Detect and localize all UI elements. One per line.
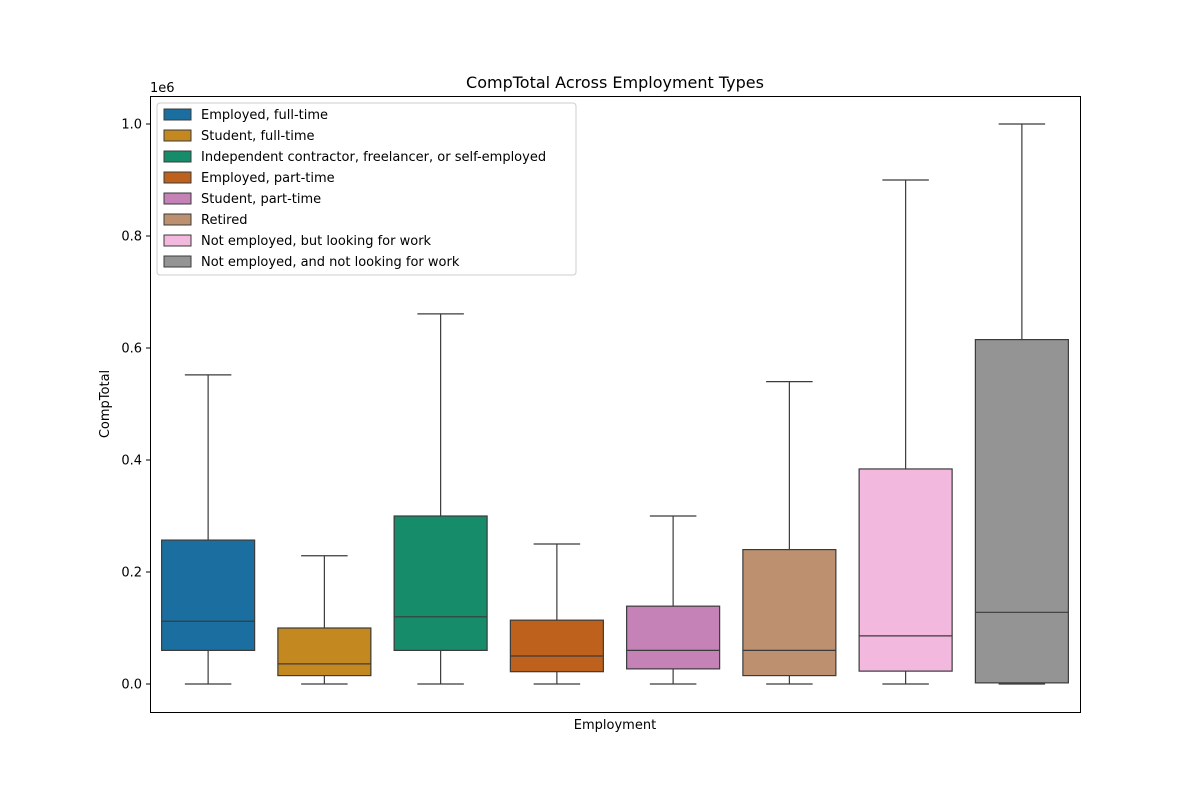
box-plot-series: [161, 123, 1069, 685]
legend-label: Not employed, and not looking for work: [201, 255, 460, 270]
box-2: [277, 555, 372, 685]
legend-label: Employed, full-time: [201, 108, 328, 123]
iqr-box: [626, 605, 721, 670]
legend-label: Student, full-time: [201, 129, 315, 144]
legend-swatch: [163, 234, 192, 247]
box-8: [974, 123, 1069, 685]
iqr-box: [277, 627, 372, 677]
legend-swatch: [163, 108, 192, 121]
chart-title: CompTotal Across Employment Types: [466, 73, 764, 92]
legend-frame: [156, 102, 577, 276]
y-axis-label: CompTotal: [98, 370, 113, 438]
box-3: [393, 313, 488, 685]
y-tick-label: 0.2: [121, 566, 142, 581]
iqr-box: [509, 619, 604, 673]
legend: Employed, full-time Student, full-time Ind…: [156, 102, 577, 276]
box-6: [742, 381, 837, 685]
legend-label: Independent contractor, freelancer, or s…: [201, 150, 546, 165]
iqr-box: [742, 548, 837, 677]
legend-swatch: [163, 255, 192, 268]
box-5: [626, 515, 721, 685]
legend-swatch: [163, 192, 192, 205]
y-tick-label: 0.6: [121, 342, 142, 357]
box-4: [509, 543, 604, 685]
legend-label: Retired: [201, 213, 247, 228]
y-tick-label: 0.8: [121, 230, 142, 245]
iqr-box: [393, 515, 488, 651]
y-tick-label: 0.0: [121, 678, 142, 693]
legend-label: Student, part-time: [201, 192, 321, 207]
y-scale-label: 1e6: [150, 81, 175, 96]
legend-label: Not employed, but looking for work: [201, 234, 432, 249]
box-7: [858, 179, 953, 685]
legend-swatch: [163, 171, 192, 184]
y-tick-label: 1.0: [121, 118, 142, 133]
legend-swatch: [163, 213, 192, 226]
y-axis: 0.0 0.2 0.4 0.6 0.8 1.0: [121, 118, 150, 693]
x-axis-label: Employment: [574, 718, 656, 733]
plot-frame: [150, 96, 1081, 713]
iqr-box: [858, 468, 953, 672]
legend-swatch: [163, 129, 192, 142]
legend-swatch: [163, 150, 192, 163]
box-1: [161, 374, 256, 685]
y-tick-label: 0.4: [121, 454, 142, 469]
legend-label: Employed, part-time: [201, 171, 335, 186]
iqr-box: [974, 339, 1069, 684]
iqr-box: [161, 539, 256, 652]
